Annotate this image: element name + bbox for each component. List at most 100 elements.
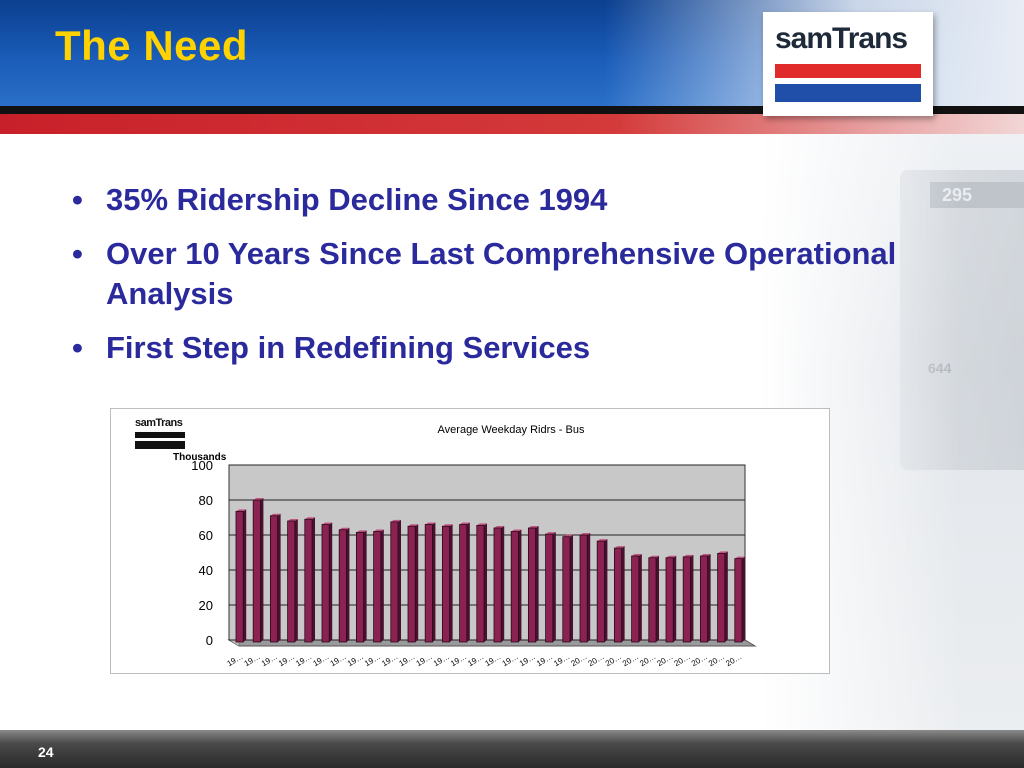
bar-side <box>346 527 350 642</box>
bar-top <box>407 524 419 527</box>
bar-top <box>562 534 574 537</box>
bar-top <box>235 509 247 512</box>
bar <box>373 531 382 643</box>
bar-side <box>432 522 436 642</box>
chart-title: Average Weekday Ridrs - Bus <box>438 424 585 436</box>
bar-top <box>665 555 677 558</box>
bar-top <box>734 556 746 559</box>
bar-side <box>535 526 539 642</box>
bar-side <box>638 554 642 642</box>
bar-top <box>339 527 350 530</box>
bar-top <box>683 554 694 557</box>
bar-top <box>459 522 470 525</box>
bar <box>493 527 502 643</box>
bar-side <box>398 519 402 642</box>
y-tick-label: 100 <box>191 458 213 473</box>
footer-bar <box>0 730 1024 768</box>
bar <box>596 540 605 643</box>
bar-side <box>380 529 384 642</box>
header-red-stripe <box>0 114 1024 134</box>
bullet-item: First Step in Redefining Services <box>72 328 932 368</box>
bar-top <box>579 533 591 535</box>
bar-top <box>493 526 505 528</box>
bar-top <box>717 551 728 554</box>
bar-side <box>621 546 625 642</box>
bar-top <box>373 529 384 532</box>
bar-side <box>501 526 505 642</box>
bar-side <box>656 555 660 642</box>
y-tick-label: 20 <box>199 598 213 613</box>
bar-side <box>570 534 574 642</box>
y-tick-label: 0 <box>206 633 213 648</box>
bar-top <box>356 530 367 533</box>
bar-top <box>511 529 522 532</box>
bar <box>562 536 571 643</box>
bar-top <box>597 539 608 542</box>
bar <box>613 547 623 643</box>
logo-red-bar <box>775 64 921 78</box>
bar <box>269 515 279 643</box>
y-tick-label: 40 <box>199 563 213 578</box>
bar-side <box>690 554 694 642</box>
bullet-item: 35% Ridership Decline Since 1994 <box>72 180 932 220</box>
bar-side <box>449 524 453 642</box>
bar <box>717 552 726 643</box>
bar-side <box>484 523 488 642</box>
chart-logo: samTrans <box>135 417 187 449</box>
bar <box>252 499 261 643</box>
bar-side <box>329 522 333 642</box>
bar-top <box>631 554 642 556</box>
bar <box>235 510 244 643</box>
bar <box>321 524 330 643</box>
slide-title: The Need <box>55 22 249 69</box>
y-axis-label: Thousands <box>173 452 227 463</box>
bar <box>734 558 743 643</box>
bar-top <box>528 526 539 528</box>
bar <box>699 555 709 643</box>
bar <box>338 529 347 643</box>
bar-top <box>321 522 333 525</box>
samtrans-logo: samTrans <box>763 12 933 116</box>
chart-logo-text: samTrans <box>135 417 183 429</box>
bar <box>665 557 674 643</box>
x-tick-label: 20… <box>724 652 743 668</box>
logo-blue-bar <box>775 84 921 102</box>
bar-top <box>545 532 556 535</box>
bar-side <box>294 519 298 642</box>
bar-side <box>707 554 711 642</box>
bullet-item: Over 10 Years Since Last Comprehensive O… <box>72 234 932 314</box>
bar <box>545 533 554 643</box>
bullet-list: 35% Ridership Decline Since 1994 Over 10… <box>72 180 932 382</box>
bar <box>441 525 451 643</box>
header-divider <box>0 106 1024 114</box>
bar-side <box>466 522 470 642</box>
bar <box>355 531 365 643</box>
bar <box>527 527 537 643</box>
bar <box>510 531 519 643</box>
bar-top <box>304 517 316 520</box>
bar-side <box>742 556 746 642</box>
page-number: 24 <box>38 744 54 760</box>
bar <box>390 521 399 643</box>
bar-top <box>648 555 660 558</box>
bar-side <box>277 513 281 642</box>
bar <box>424 524 433 643</box>
bar-side <box>243 509 247 642</box>
bar <box>631 555 640 643</box>
bar-top <box>390 519 402 522</box>
bar-side <box>673 555 677 642</box>
bar-side <box>363 530 367 642</box>
bar-side <box>260 498 264 642</box>
bar-side <box>518 529 522 642</box>
bar <box>579 534 588 643</box>
bar-top <box>614 546 625 549</box>
bar <box>682 556 691 643</box>
bar-side <box>312 517 316 642</box>
bar <box>648 557 657 643</box>
y-tick-label: 60 <box>199 528 213 543</box>
bar-side <box>552 532 556 642</box>
bar-top <box>425 522 436 525</box>
bar <box>459 524 468 643</box>
bar-top <box>700 554 711 556</box>
